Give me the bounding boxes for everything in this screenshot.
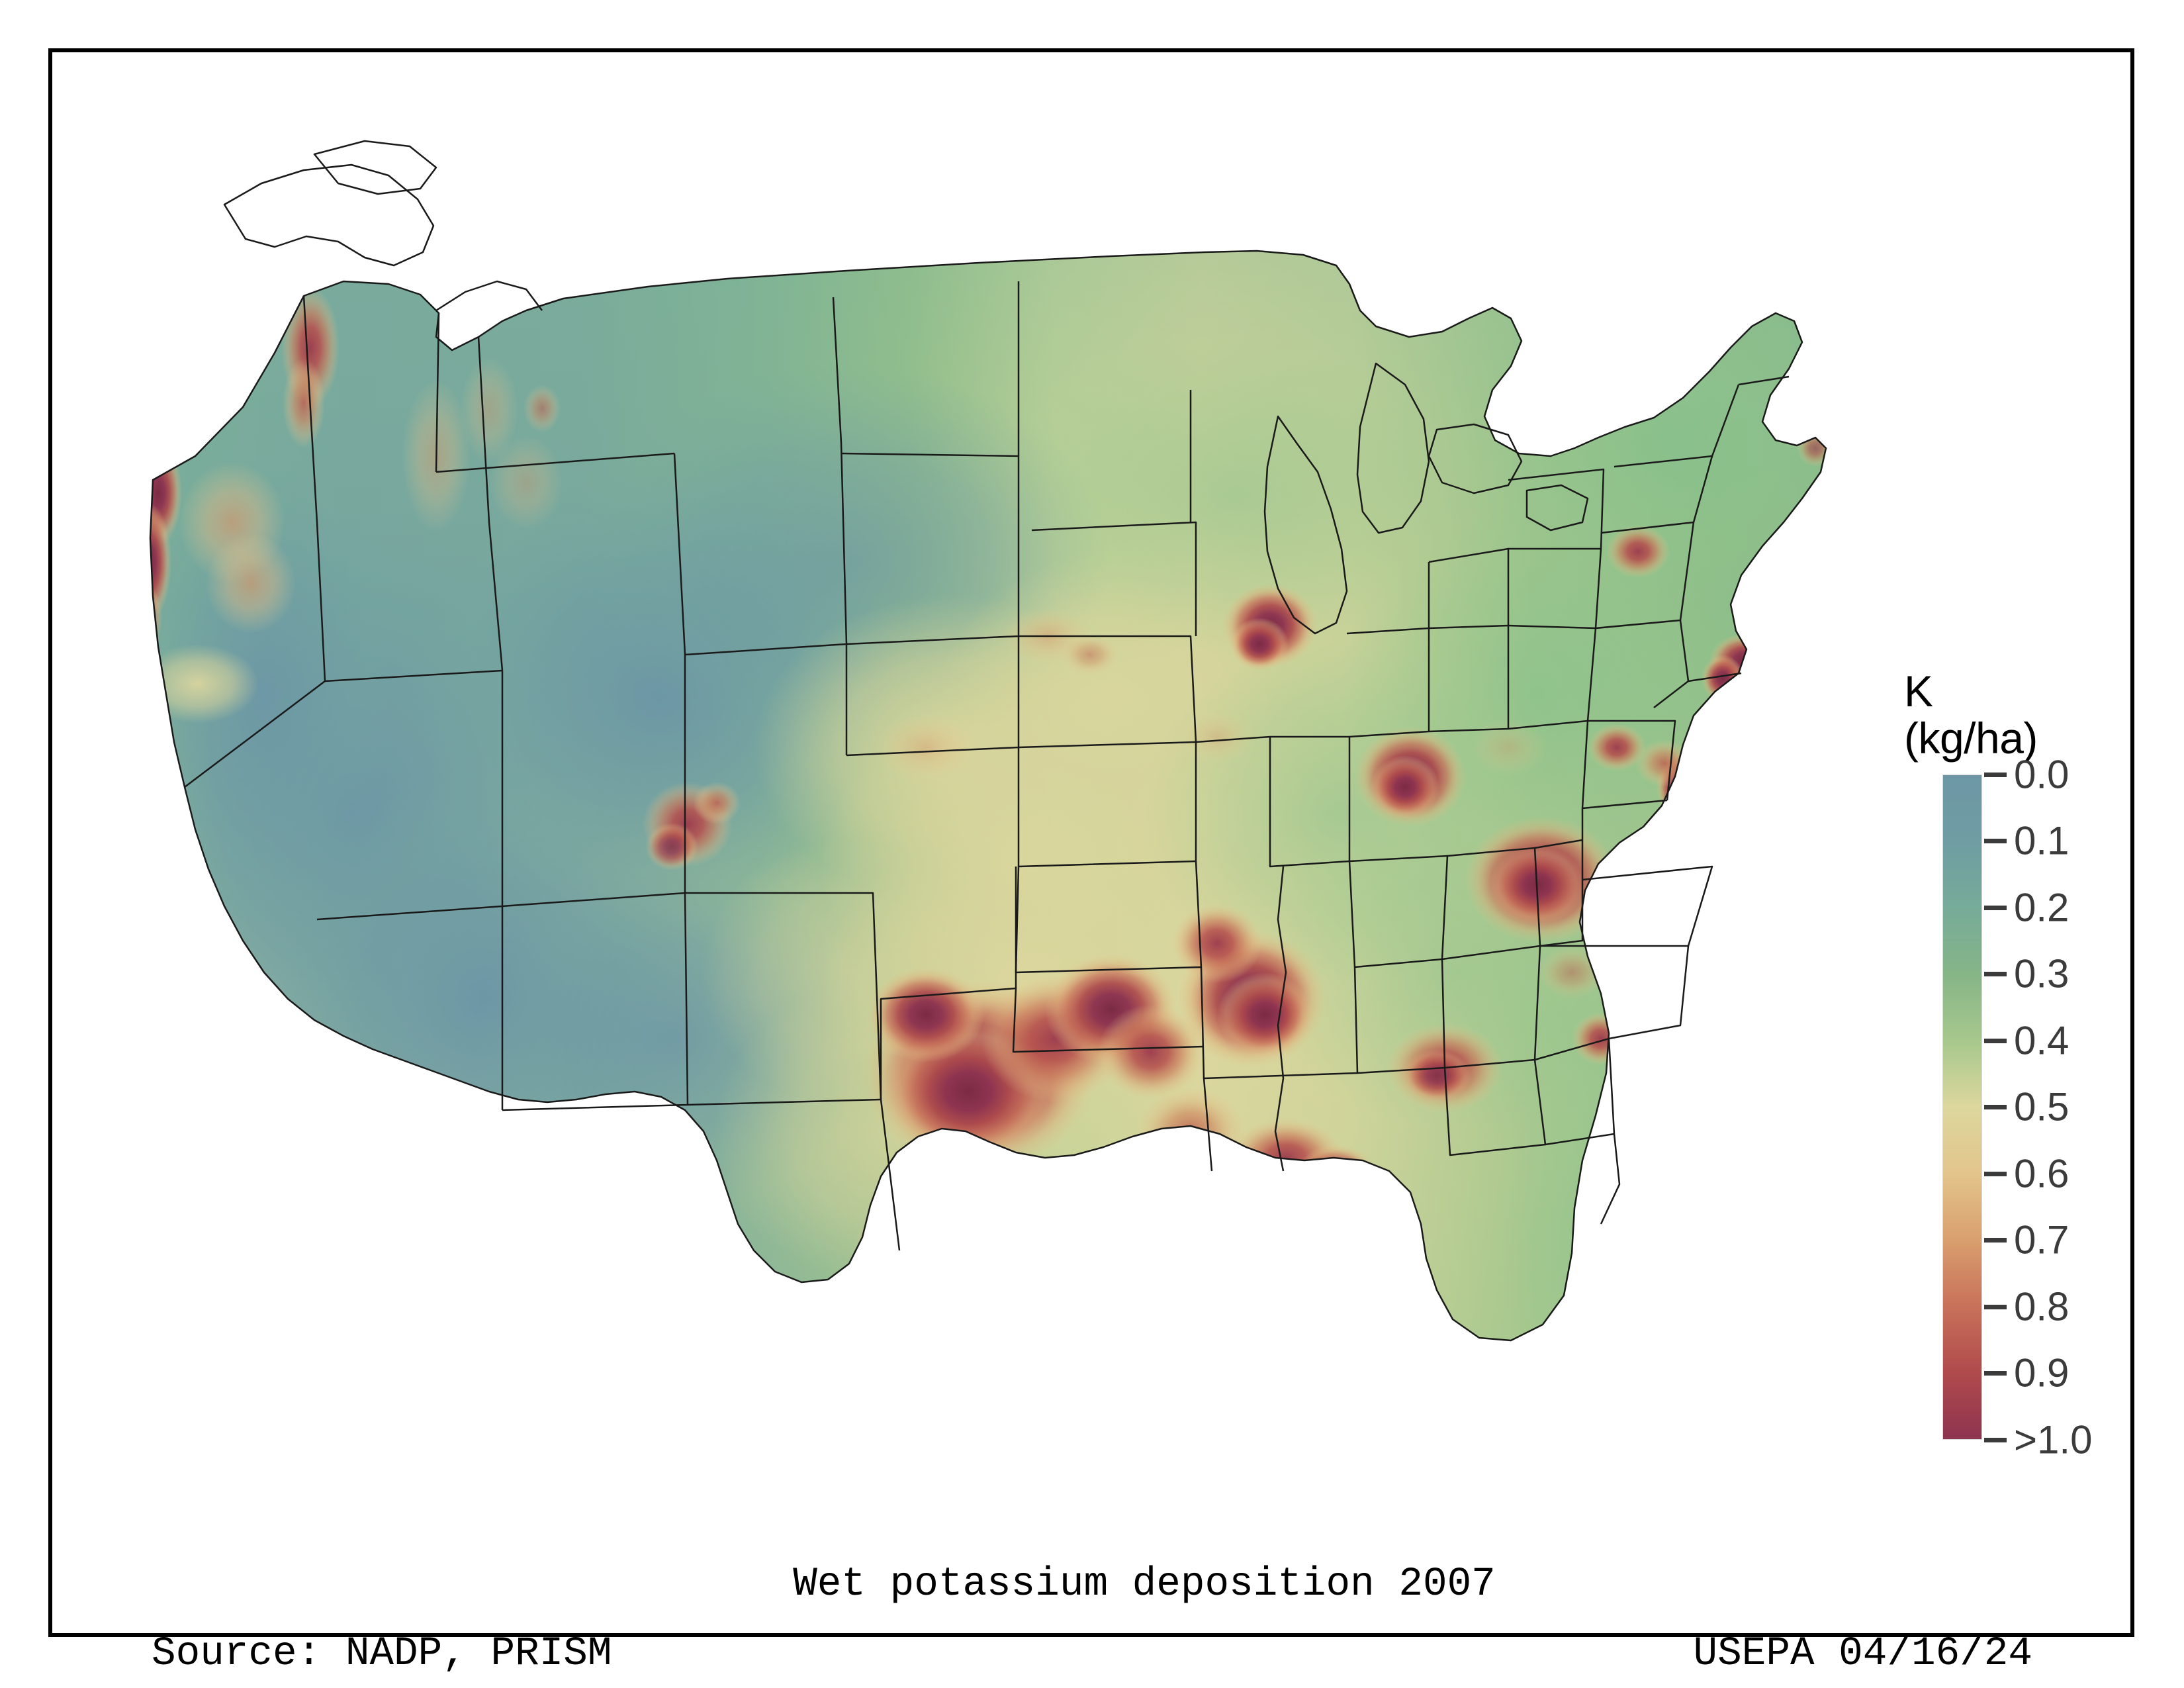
figure-caption: Wet potassium deposition 2007 <box>793 1562 1496 1607</box>
colorbar-tick-0.3 <box>1984 972 2007 977</box>
colorbar-tick-0.4 <box>1984 1038 2007 1043</box>
legend: K (kg/ha) 0.0 0.1 0.2 0.3 0.4 0.5 0.6 0.7 0.8 0.9 >… <box>1879 667 2170 1483</box>
legend-title: K (kg/ha) <box>1904 667 2170 763</box>
credit-label: USEPA 04/16/24 <box>1693 1631 2032 1677</box>
colorbar-label-0.8: 0.8 <box>2014 1284 2070 1329</box>
colorbar-tick-0.8 <box>1984 1304 2007 1309</box>
deposition-map <box>149 140 1827 1342</box>
colorbar-label-0.5: 0.5 <box>2014 1084 2070 1129</box>
colorbar-group: 0.0 0.1 0.2 0.3 0.4 0.5 0.6 0.7 0.8 0.9 >1.0 <box>1879 752 2170 1483</box>
colorbar <box>1942 774 1982 1440</box>
colorbar-tick-0.1 <box>1984 839 2007 844</box>
colorbar-tick-0.5 <box>1984 1105 2007 1110</box>
legend-title-unit: (kg/ha) <box>1904 714 2038 763</box>
colorbar-label-0.9: 0.9 <box>2014 1350 2070 1395</box>
colorbar-label-0.0: 0.0 <box>2014 752 2070 797</box>
colorbar-tick-0.0 <box>1984 772 2007 777</box>
colorbar-label-0.6: 0.6 <box>2014 1151 2070 1196</box>
source-label: Source: NADP, PRISM <box>152 1631 612 1677</box>
state-boundaries <box>149 140 1827 1342</box>
colorbar-label-0.1: 0.1 <box>2014 818 2070 863</box>
colorbar-label-0.3: 0.3 <box>2014 951 2070 996</box>
colorbar-tick-0.2 <box>1984 905 2007 910</box>
colorbar-tick-1.0 <box>1984 1437 2007 1442</box>
colorbar-label-1.0: >1.0 <box>2014 1417 2093 1462</box>
colorbar-label-0.2: 0.2 <box>2014 885 2070 930</box>
colorbar-tick-0.7 <box>1984 1238 2007 1243</box>
map-canvas <box>105 125 1932 1509</box>
colorbar-label-0.4: 0.4 <box>2014 1018 2070 1063</box>
legend-title-variable: K <box>1904 667 1933 716</box>
figure-frame: K (kg/ha) 0.0 0.1 0.2 0.3 0.4 0.5 0.6 0.7 0.8 0.9 >… <box>48 48 2134 1677</box>
colorbar-label-0.7: 0.7 <box>2014 1217 2070 1262</box>
colorbar-tick-0.6 <box>1984 1171 2007 1176</box>
colorbar-tick-0.9 <box>1984 1371 2007 1376</box>
